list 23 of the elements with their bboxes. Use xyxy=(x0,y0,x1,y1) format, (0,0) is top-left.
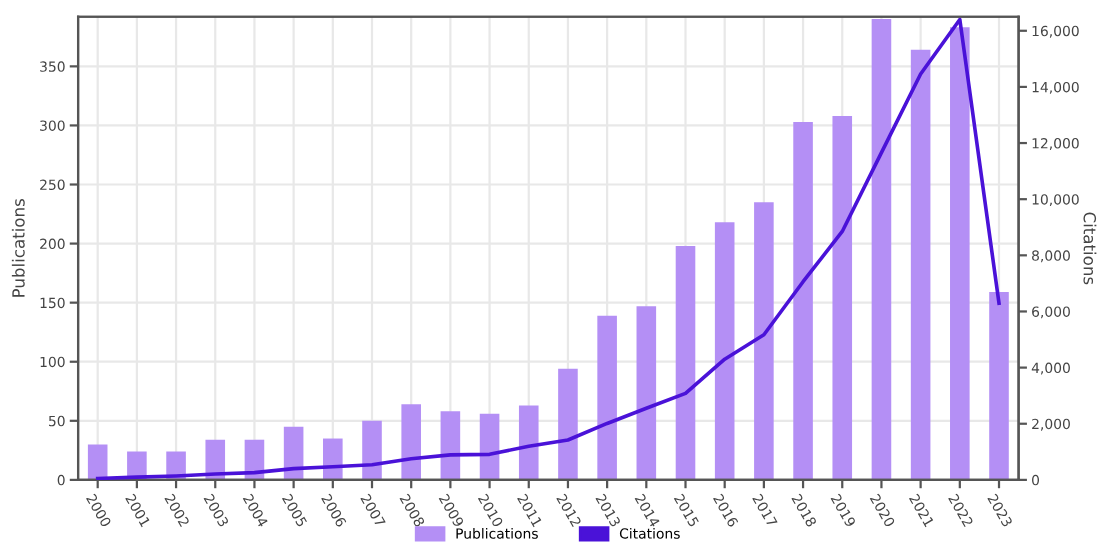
y2-axis-title: Citations xyxy=(1083,212,1097,285)
bar xyxy=(362,420,382,480)
bar xyxy=(989,292,1009,480)
bar xyxy=(518,405,539,480)
bar xyxy=(87,444,108,480)
bar xyxy=(323,438,343,480)
line-series xyxy=(95,17,1001,480)
bar xyxy=(597,315,617,480)
bar xyxy=(675,245,696,480)
bar xyxy=(636,306,657,480)
bar xyxy=(205,439,226,480)
bar xyxy=(793,121,813,480)
bar xyxy=(910,49,931,480)
bar xyxy=(714,222,735,480)
bar xyxy=(950,27,970,480)
bar xyxy=(754,202,774,480)
y-axis-title: Publications xyxy=(11,199,25,297)
bar xyxy=(479,413,500,480)
bar xyxy=(832,115,853,480)
bar xyxy=(401,404,421,480)
bar xyxy=(871,19,892,480)
bar xyxy=(558,368,578,480)
bar xyxy=(440,411,461,480)
